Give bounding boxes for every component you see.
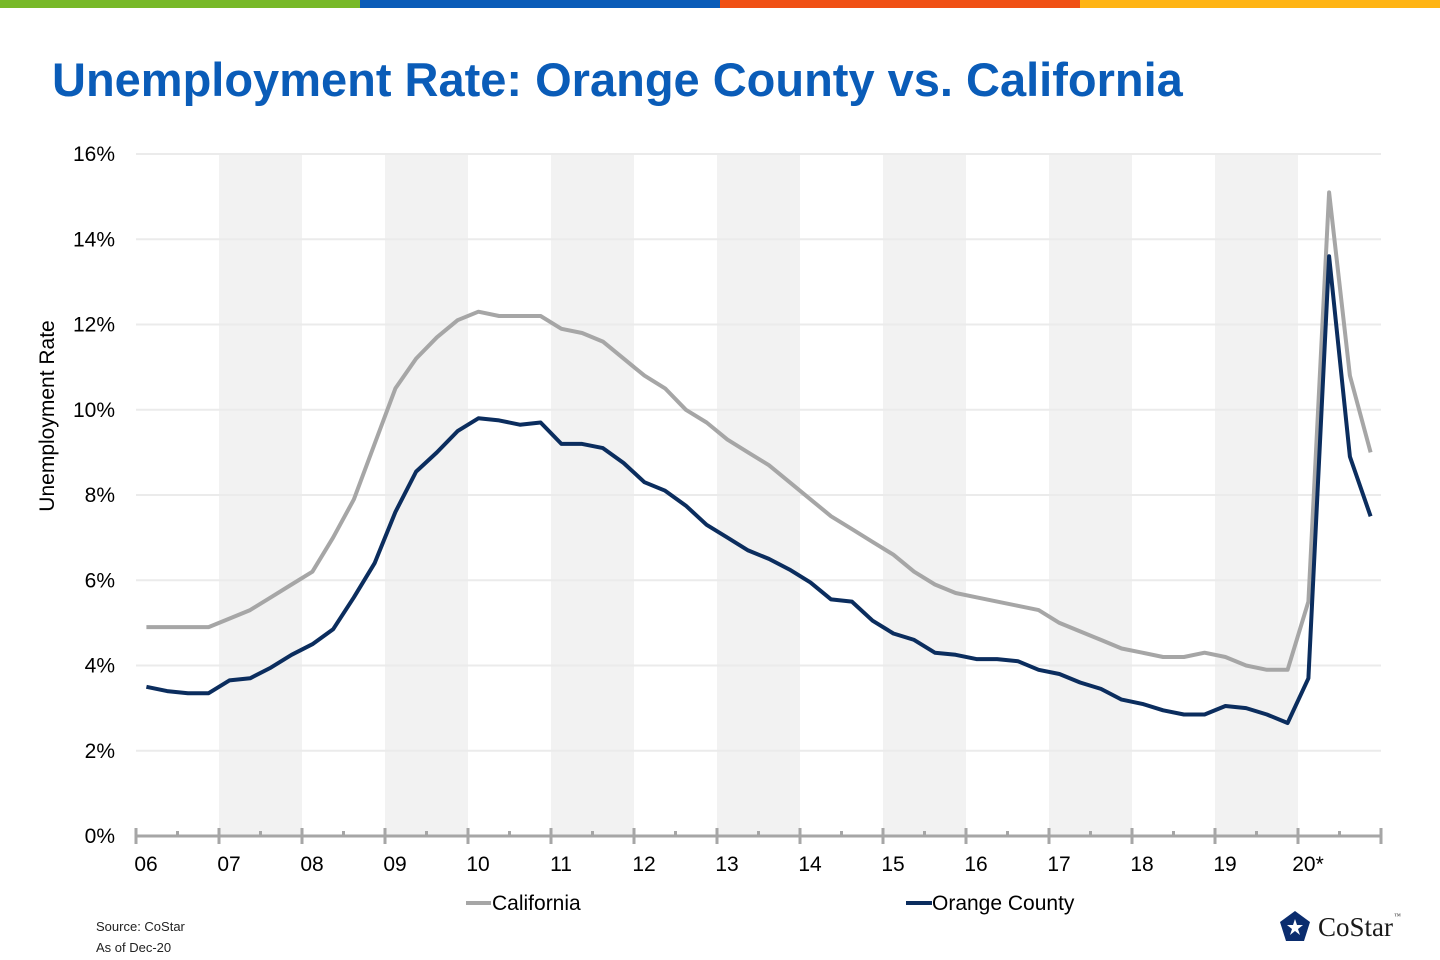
x-tick-label: 19 <box>1213 853 1236 876</box>
x-tick-label: 07 <box>217 853 240 876</box>
x-tick-label: 17 <box>1047 853 1070 876</box>
x-tick-label: 13 <box>715 853 738 876</box>
series-lines <box>145 190 1373 725</box>
x-tick-label: 16 <box>964 853 987 876</box>
series-line-orange-county <box>145 254 1373 725</box>
y-tick-label: 16% <box>73 143 115 166</box>
y-tick-label: 14% <box>73 228 115 251</box>
x-tick-label: 09 <box>383 853 406 876</box>
y-tick-label: 12% <box>73 314 115 337</box>
y-tick-label: 6% <box>85 569 115 592</box>
x-tick-label: 12 <box>632 853 655 876</box>
y-tick-label: 10% <box>73 399 115 422</box>
y-tick-label: 4% <box>85 655 115 678</box>
y-tick-label: 0% <box>85 825 115 848</box>
chart-title: Unemployment Rate: Orange County vs. Cal… <box>52 53 1183 106</box>
x-tick-label: 20* <box>1292 853 1324 876</box>
x-tick-label: 10 <box>466 853 489 876</box>
y-axis-label: Unemployment Rate <box>36 320 59 511</box>
x-tick-label: 15 <box>881 853 904 876</box>
legend-label-orange-county: Orange County <box>932 892 1075 915</box>
gridlines <box>136 153 1381 752</box>
x-tick-label: 08 <box>300 853 323 876</box>
x-tick-label: 14 <box>798 853 822 876</box>
legend: California Orange County <box>466 892 1075 915</box>
brand-bar-green <box>0 0 360 8</box>
series-line-california <box>146 190 1373 672</box>
costar-logo-text: CoStar™ <box>1318 911 1401 942</box>
legend-label-california: California <box>492 892 581 915</box>
costar-logo: CoStar™ <box>1278 910 1401 944</box>
y-axis: 0% 2% 4% 6% 8% 10% 12% 14% 16% <box>73 143 115 848</box>
y-tick-label: 2% <box>85 740 115 763</box>
brand-bar-yellow <box>1080 0 1440 8</box>
x-tick-label: 18 <box>1130 853 1153 876</box>
x-axis: 06 07 08 09 10 11 12 13 14 15 16 17 18 19 20* <box>134 828 1383 876</box>
brand-bar-orange <box>720 0 1080 8</box>
brand-color-bar <box>0 0 1440 8</box>
costar-star-icon <box>1280 911 1310 941</box>
y-tick-label: 8% <box>85 484 115 507</box>
source-note: Source: CoStar <box>96 919 185 934</box>
as-of-note: As of Dec-20 <box>96 940 172 955</box>
brand-bar-blue <box>360 0 720 8</box>
x-tick-label: 11 <box>550 853 572 876</box>
x-tick-label: 06 <box>134 853 157 876</box>
